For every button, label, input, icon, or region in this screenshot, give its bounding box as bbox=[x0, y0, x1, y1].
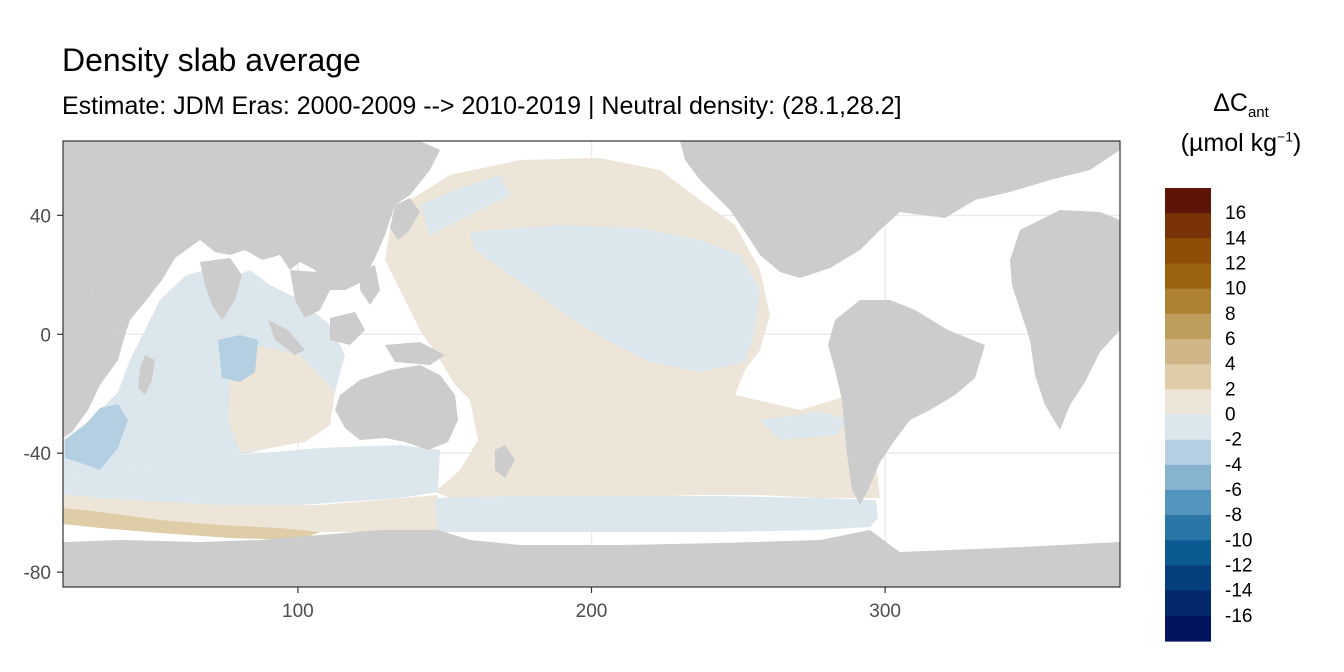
legend-swatch bbox=[1165, 414, 1211, 441]
land-africa bbox=[63, 240, 125, 438]
region-southern-ocean-west bbox=[63, 445, 440, 505]
region-north-pacific-blue bbox=[470, 225, 760, 372]
y-tick-label: -80 bbox=[24, 563, 51, 584]
legend-swatch bbox=[1165, 464, 1211, 491]
legend-swatch bbox=[1165, 188, 1211, 214]
legend-swatch bbox=[1165, 263, 1211, 290]
legend-label: 16 bbox=[1225, 203, 1246, 224]
legend-label: -10 bbox=[1225, 530, 1252, 551]
region-northwest-pacific-blue bbox=[420, 175, 510, 235]
legend-unit-sup: −1 bbox=[1277, 128, 1293, 145]
legend-title: ΔCant (µmol kg−1) bbox=[1160, 84, 1322, 163]
land-borneo bbox=[330, 312, 365, 345]
legend-label: -14 bbox=[1225, 581, 1253, 602]
land-north-america bbox=[680, 141, 1120, 278]
land-greenland bbox=[840, 141, 960, 182]
y-tick-label: 40 bbox=[30, 206, 51, 227]
land-new-guinea bbox=[385, 342, 445, 365]
land-japan bbox=[390, 198, 420, 240]
legend-swatch bbox=[1165, 389, 1211, 416]
legend-swatch bbox=[1165, 238, 1211, 265]
y-tick-label: 0 bbox=[40, 325, 51, 346]
legend-label: -8 bbox=[1225, 505, 1242, 526]
legend-swatch bbox=[1165, 288, 1211, 315]
legend-unit-open: (µmol kg bbox=[1180, 129, 1278, 158]
legend-title-sub: ant bbox=[1247, 104, 1269, 121]
land-indochina bbox=[290, 270, 330, 318]
legend-label: 12 bbox=[1225, 254, 1246, 275]
x-tick-label: 100 bbox=[282, 601, 314, 622]
legend-title-unit: (µmol kg−1) bbox=[1160, 124, 1322, 163]
legend-title-variable: ΔCant bbox=[1160, 84, 1322, 124]
legend-label: 14 bbox=[1225, 228, 1247, 249]
legend-swatch bbox=[1165, 339, 1211, 365]
y-tick-label: -40 bbox=[24, 444, 51, 465]
legend-label: 4 bbox=[1225, 354, 1236, 375]
legend-label: 0 bbox=[1225, 405, 1236, 426]
legend-label: 8 bbox=[1225, 304, 1236, 325]
land-australia bbox=[335, 365, 458, 450]
land-philippines bbox=[360, 265, 380, 305]
legend-swatch bbox=[1165, 313, 1211, 340]
legend-label: -2 bbox=[1225, 430, 1242, 451]
region-southern-ocean-beige-band bbox=[63, 495, 438, 532]
ocean-data-layer bbox=[63, 158, 880, 566]
legend-swatch bbox=[1165, 515, 1211, 541]
legend-label: 10 bbox=[1225, 279, 1246, 300]
map-panel bbox=[62, 140, 1121, 588]
legend-swatch bbox=[1165, 540, 1211, 567]
land-madagascar bbox=[138, 355, 155, 395]
legend-swatch bbox=[1165, 364, 1211, 390]
legend-label: -4 bbox=[1225, 455, 1242, 476]
chart-subtitle: Estimate: JDM Eras: 2000-2009 --> 2010-2… bbox=[62, 92, 902, 120]
region-southeast-pacific-blue bbox=[760, 412, 850, 440]
legend-swatch bbox=[1165, 565, 1211, 592]
land-south-america bbox=[828, 300, 985, 505]
legend-label: 6 bbox=[1225, 329, 1236, 350]
legend-label: -12 bbox=[1225, 556, 1252, 577]
legend-swatch bbox=[1165, 615, 1211, 642]
map-layers bbox=[63, 141, 1120, 587]
region-southern-ocean-brown-band bbox=[63, 508, 320, 540]
legend-label: -16 bbox=[1225, 606, 1252, 627]
land-new-zealand bbox=[495, 445, 515, 478]
x-tick-label: 300 bbox=[869, 601, 901, 622]
land-sumatra bbox=[268, 320, 305, 355]
land-africa-atlantic-side bbox=[1010, 210, 1120, 430]
region-indian-blue-patch bbox=[218, 335, 258, 382]
region-southern-ocean-pacific bbox=[435, 496, 878, 532]
land-eurasia bbox=[63, 141, 440, 335]
x-tick-label: 200 bbox=[576, 601, 608, 622]
legend-label: 2 bbox=[1225, 379, 1236, 400]
land-india bbox=[200, 258, 242, 320]
legend-swatch bbox=[1165, 490, 1211, 516]
legend: 16 14 12 10 8 6 4 2 0 -2 -4 -6 -8 -10 -12 -14 -16 bbox=[1165, 188, 1253, 642]
chart-title: Density slab average bbox=[62, 42, 361, 78]
region-southwest-indian-patch bbox=[65, 404, 128, 470]
land-antarctica bbox=[63, 530, 1120, 587]
legend-swatch bbox=[1165, 590, 1211, 617]
land-layer bbox=[63, 141, 1120, 587]
legend-swatch bbox=[1165, 439, 1211, 466]
legend-title-prefix: ΔC bbox=[1213, 89, 1248, 117]
legend-label: -6 bbox=[1225, 480, 1242, 501]
legend-swatch bbox=[1165, 213, 1211, 239]
legend-unit-close: ) bbox=[1293, 129, 1302, 158]
